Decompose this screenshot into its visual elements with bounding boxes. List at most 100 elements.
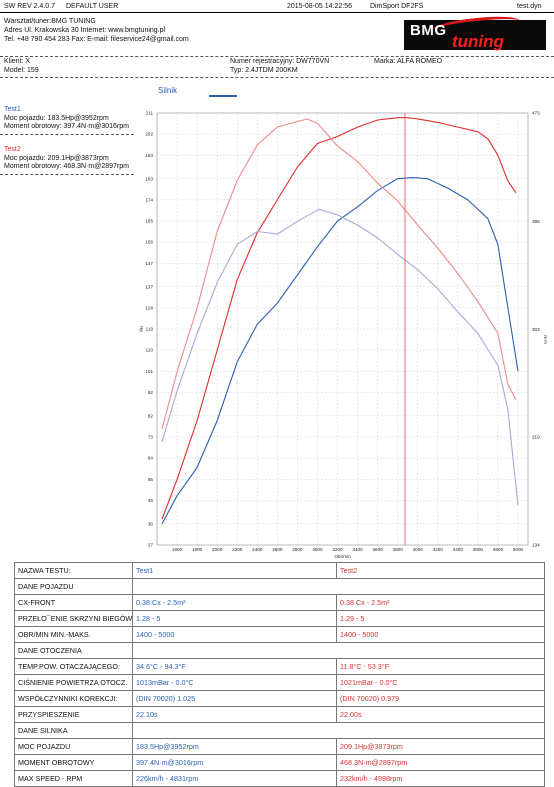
x-tick-label: 2800 (292, 547, 303, 552)
table-header-row: NAZWA TESTU: Test1 Test2 (14, 562, 545, 579)
row-test2-cell: 1.29 - 5 (336, 610, 545, 627)
table-row: PRZYSPIESZENIE 22.10s 22.00s (14, 706, 545, 723)
y-left-tick-label: 165 (145, 219, 153, 224)
row-label-cell: OBR/MIN MIN.-MAKS. (14, 626, 133, 643)
legend-test2-torque: Moment obrotowy: 468.3N·m@2897rpm (4, 163, 129, 170)
x-tick-label: 2200 (232, 547, 243, 552)
results-table: NAZWA TESTU: Test1 Test2 DANE POJAZDU CX-FRO… (14, 562, 545, 787)
y-left-tick-label: 211 (146, 111, 154, 116)
row-test1-cell: 183.5Hp@3952rpm (132, 738, 337, 755)
row-label-cell: PRZEŁO¯ENIE SKRZYNI BIEGÓW (14, 610, 133, 627)
dyno-name: DimSport DF2FS (370, 3, 424, 10)
table-section-row: DANE OTOCZENIA (14, 642, 545, 659)
row-label-cell: MOMENT OBROTOWY (14, 754, 133, 771)
x-tick-label: 3800 (393, 547, 404, 552)
header-label-cell: NAZWA TESTU: (14, 562, 133, 579)
legend-test1-power: Moc pojazdu: 183.5Hp@3952rpm (4, 115, 109, 122)
legend-test2-power: Moc pojazdu: 209.1Hp@3873rpm (4, 155, 109, 162)
row-test1-cell: 1.28 - 5 (132, 610, 337, 627)
section-label-cell: DANE OTOCZENIA (14, 642, 133, 659)
vehicle-divider-bottom (0, 77, 554, 78)
legend-divider (0, 134, 134, 135)
y-left-axis-title: Hp (139, 326, 144, 332)
workshop-line: Warsztat/tuner:BMG TUNING (4, 18, 96, 25)
vehicle-divider (0, 56, 554, 57)
x-tick-label: 3600 (372, 547, 383, 552)
registration-label: Numer rejestracyjny: DW770VN (230, 58, 330, 65)
dyno-chart: 1600 1800 2000 2200 2400 2600 2800 3000 3200 3400… (139, 111, 548, 559)
table-row: CIŚNIENIE POWIETRZA OTOCZ. 1013mBar - 0.0… (14, 674, 545, 691)
table-row: CX-FRONT 0.38 Cx - 2.5m² 0.38 Cx - 2.5m² (14, 594, 545, 611)
header-test1-cell: Test1 (132, 562, 337, 579)
table-row: PRZEŁO¯ENIE SKRZYNI BIEGÓW 1.28 - 5 1.29 -… (14, 610, 545, 627)
sw-rev: SW REV 2.4.0.7 (4, 3, 55, 10)
tab-silnik[interactable]: Silnik (158, 86, 178, 95)
y-right-tick-label: 219 (532, 434, 540, 439)
address-line: Adres Ul. Krakowska 30 Internet: www.bmg… (4, 27, 166, 34)
y-left-tick-label: 27 (148, 543, 154, 548)
row-test1-cell: 1013mBar - 0.0°C (132, 674, 337, 691)
y-left-tick-label: 119 (146, 327, 154, 332)
y-left-tick-label: 92 (148, 390, 154, 395)
section-empty-cell (132, 642, 545, 659)
row-test2-cell: 209.1Hp@3873rpm (336, 738, 545, 755)
row-test1-cell: 0.38 Cx - 2.5m² (132, 594, 337, 611)
row-test1-cell: 397.4N·m@3016rpm (132, 754, 337, 771)
x-tick-label: 4200 (433, 547, 444, 552)
y-left-tick-label: 147 (145, 261, 153, 266)
row-label-cell: CIŚNIENIE POWIETRZA OTOCZ. (14, 674, 133, 691)
table-section-row: DANE POJAZDU (14, 578, 545, 595)
x-tick-label: 2000 (212, 547, 223, 552)
y-right-axis-title: N·m (543, 335, 548, 344)
y-left-tick-label: 101 (145, 369, 153, 374)
x-tick-label: 3200 (332, 547, 343, 552)
y-left-tick-label: 137 (145, 284, 153, 289)
model-label: Model: 159 (4, 67, 39, 74)
x-tick-label: 4400 (453, 547, 464, 552)
legend-test1-name: Test1 (4, 106, 21, 113)
y-right-tick-label: 473 (532, 111, 540, 116)
legend-test1-torque: Moment obrotowy: 397.4N·m@3016rpm (4, 123, 129, 130)
y-left-tick-label: 73 (148, 435, 154, 440)
row-test2-cell: 232km/h - 4998rpm (336, 770, 545, 787)
table-row: WSPÓŁCZYNNIKI KOREKCJI: (DIN 70020) 1.025… (14, 690, 545, 707)
row-label-cell: CX-FRONT (14, 594, 133, 611)
series-test2-torque-line (161, 118, 517, 430)
brand-label: Marka: ALFA ROMEO (374, 58, 443, 65)
row-test2-cell: 1400 - 5000 (336, 626, 545, 643)
logo-sub-text: tuning (452, 32, 504, 51)
x-tick-label: 1800 (192, 547, 203, 552)
legend-test2-name: Test2 (4, 146, 21, 153)
row-label-cell: MOC POJAZDU (14, 738, 133, 755)
file-name: test.dyn (517, 3, 542, 10)
series-test1-torque-line (161, 208, 519, 506)
y-right-tick-label: 388 (532, 219, 540, 224)
row-label-cell: TEMP.POW. OTACZAJĄCEGO: (14, 658, 133, 675)
section-label-cell: DANE SILNIKA (14, 722, 133, 739)
row-test2-cell: 22.00s (336, 706, 545, 723)
contact-line: Tel. +48 790 454 283 Fax: E-mail: filese… (4, 36, 189, 43)
y-left-tick-label: 202 (145, 132, 153, 137)
series-test2-power-line (161, 116, 517, 520)
y-left-tick-label: 174 (145, 197, 153, 202)
x-tick-label: 2600 (272, 547, 283, 552)
x-tick-label: 1600 (172, 547, 183, 552)
section-empty-cell (132, 722, 545, 739)
table-row: TEMP.POW. OTACZAJĄCEGO: 34.6°C - 94.3°F 11… (14, 658, 545, 675)
client-label: Klient: X (4, 58, 31, 65)
y-left-tick-label: 193 (145, 153, 153, 158)
x-tick-label: 4800 (493, 547, 504, 552)
x-tick-label: 4600 (473, 547, 484, 552)
section-label-cell: DANE POJAZDU (14, 578, 133, 595)
table-row: MOMENT OBROTOWY 397.4N·m@3016rpm 468.3N·m@… (14, 754, 545, 771)
brand-logo: BMG tuning (404, 13, 546, 51)
y-left-tick-label: 156 (145, 240, 153, 245)
row-label-cell: PRZYSPIESZENIE (14, 706, 133, 723)
row-test1-cell: 226km/h - 4831rpm (132, 770, 337, 787)
row-test2-cell: 11.8°C - 53.3°F (336, 658, 545, 675)
y-right-tick-label: 303 (532, 327, 540, 332)
table-row: MAX SPEED - RPM 226km/h - 4831rpm 232km/h … (14, 770, 545, 787)
row-test1-cell: 1400 - 5000 (132, 626, 337, 643)
row-test1-cell: 22.10s (132, 706, 337, 723)
y-left-tick-label: 82 (148, 413, 154, 418)
